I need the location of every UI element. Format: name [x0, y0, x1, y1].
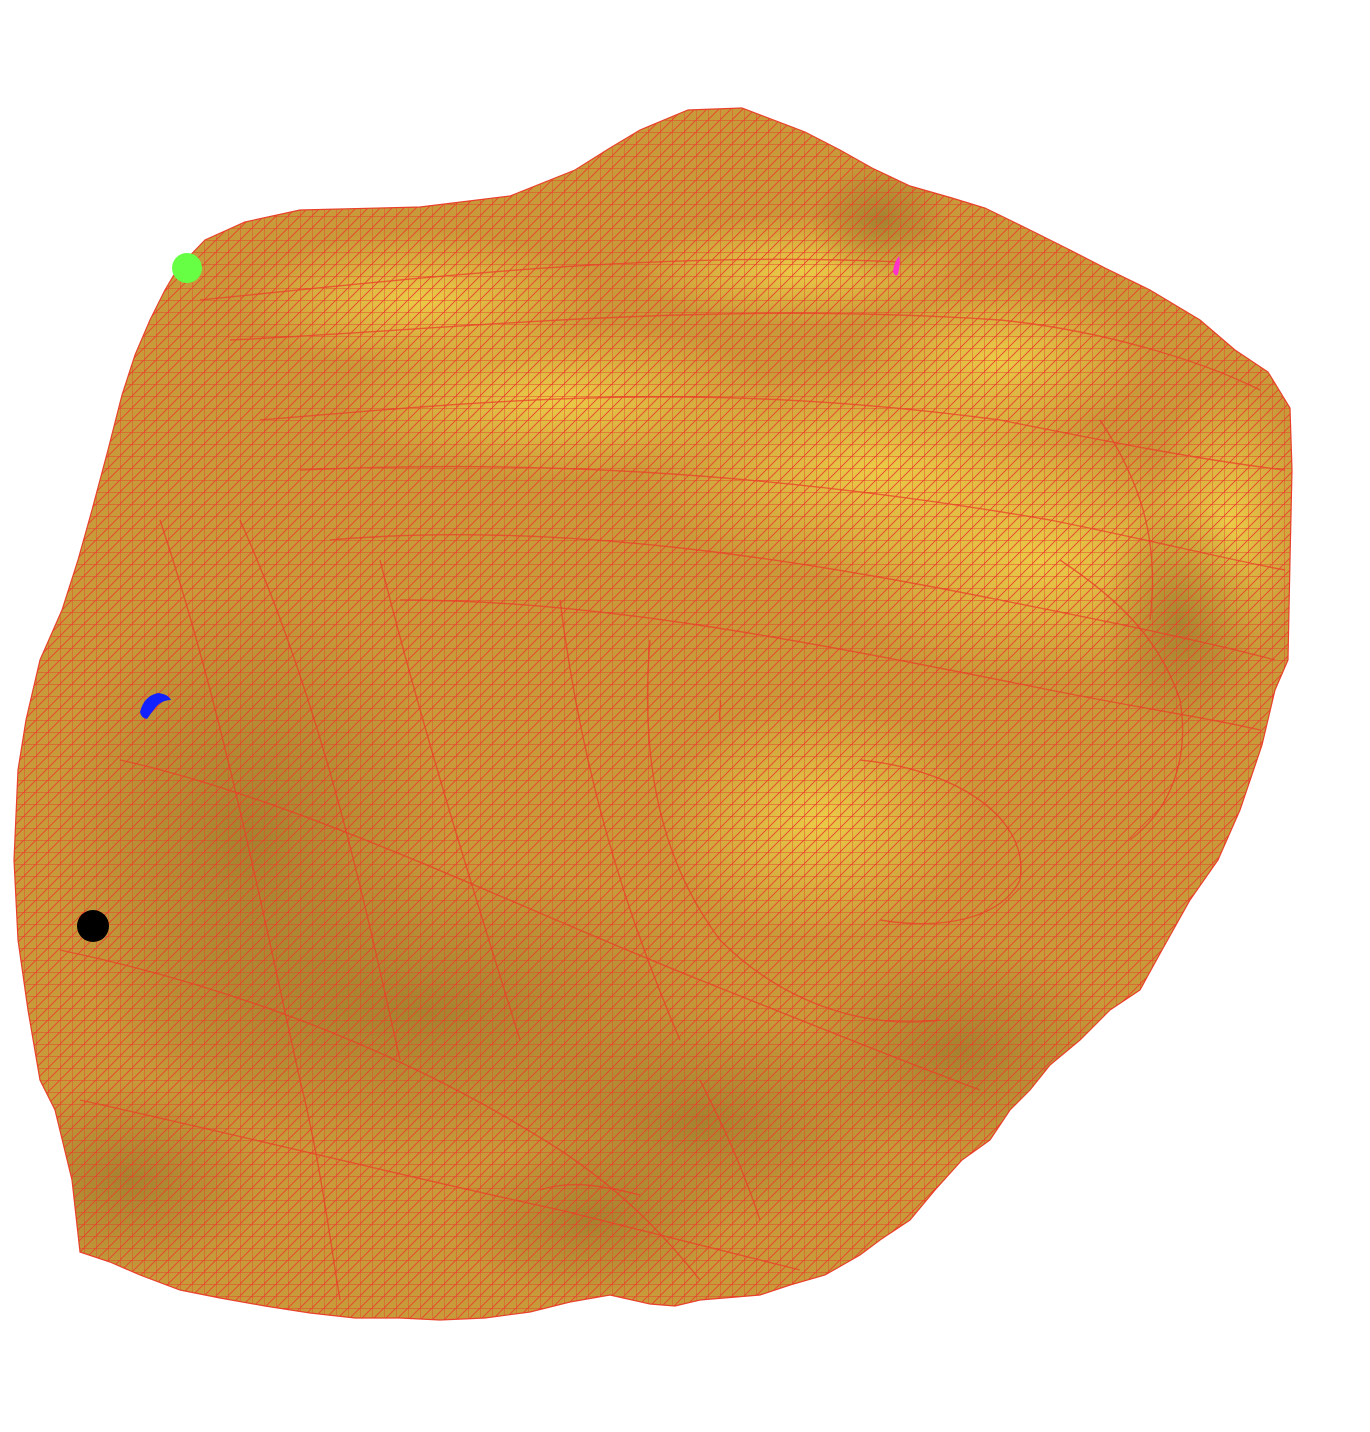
blue-marker[interactable] [140, 693, 171, 719]
black-marker[interactable] [77, 910, 109, 942]
wireframe-contour [539, 1183, 641, 1196]
green-marker[interactable] [172, 253, 202, 283]
landmark-markers [77, 253, 900, 942]
wireframe-contour [1099, 419, 1154, 621]
wireframe-contour [159, 519, 341, 1301]
magenta-marker[interactable] [893, 256, 900, 276]
wireframe-contour [646, 639, 941, 1023]
surface-outline [13, 107, 1293, 1321]
wireframe-contour [199, 258, 901, 301]
wireframe-contour [859, 759, 1022, 925]
wireframe-contour [299, 465, 1286, 571]
wireframe-contour [329, 533, 1276, 661]
wireframe-contour [259, 396, 1286, 471]
wireframe-contour [79, 1099, 801, 1271]
wireframe-contour [559, 599, 681, 1041]
wireframe-contour [379, 559, 521, 1041]
wireframe-contour [229, 312, 1261, 391]
wireframe-contour [1059, 559, 1184, 841]
wireframe-contour [239, 519, 401, 1061]
wireframe-contour [718, 699, 722, 723]
wireframe-contour [699, 1079, 761, 1221]
wireframe-contour [59, 949, 701, 1281]
wireframe-contour [119, 759, 981, 1091]
wireframe-contours [59, 258, 1286, 1301]
wireframe-contour [399, 599, 1261, 731]
